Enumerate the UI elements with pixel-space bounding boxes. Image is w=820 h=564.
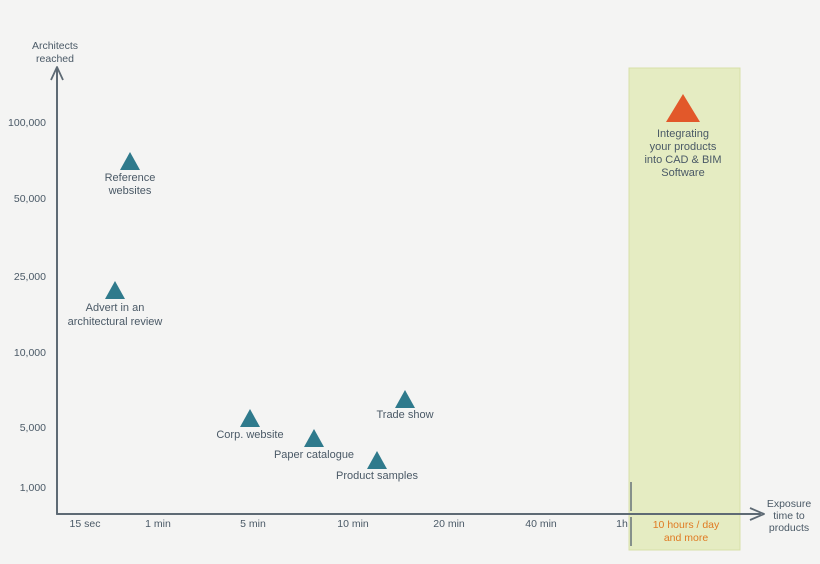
x-axis-title: Exposure time to products <box>767 498 812 534</box>
triangle-marker <box>240 409 260 427</box>
triangle-marker <box>395 390 415 408</box>
highlight-triangle-marker <box>666 94 700 122</box>
point-label: Product samples <box>336 470 418 482</box>
x-highlight-label: 10 hours / day and more <box>653 519 720 544</box>
y-tick-label: 10,000 <box>14 347 46 359</box>
y-axis-arrow <box>50 66 64 81</box>
x-tick-label: 15 sec <box>70 518 101 530</box>
x-tick-label: 20 min <box>433 518 465 530</box>
x-tick-label: 5 min <box>240 518 266 530</box>
point-label: Paper catalogue <box>274 449 354 461</box>
x-tick-label: 40 min <box>525 518 557 530</box>
triangle-marker <box>367 451 387 469</box>
point-label: Corp. website <box>216 429 283 441</box>
triangle-marker <box>304 429 324 447</box>
tick-layer: 100,000 50,000 25,000 10,000 5,000 1,000 15 se… <box>8 117 720 544</box>
y-axis-title: Architects reached <box>32 40 78 65</box>
triangle-marker <box>120 152 140 170</box>
y-tick-label: 25,000 <box>14 271 46 283</box>
y-tick-label: 100,000 <box>8 117 46 129</box>
y-tick-label: 5,000 <box>20 422 46 434</box>
x-axis-arrow <box>749 507 765 521</box>
x-tick-label: 1h <box>616 518 628 530</box>
highlight-band <box>628 67 741 551</box>
point-label: Reference websites <box>105 172 156 197</box>
point-label: Trade show <box>376 409 433 421</box>
x-tick-label: 10 min <box>337 518 369 530</box>
highlight-band-layer <box>628 67 741 551</box>
y-tick-label: 50,000 <box>14 193 46 205</box>
x-tick-label: 1 min <box>145 518 171 530</box>
marker-layer: Reference websites Advert in an architectur… <box>68 94 722 482</box>
point-label: Integrating your products into CAD & BIM So… <box>644 128 721 179</box>
y-tick-label: 1,000 <box>20 482 46 494</box>
triangle-marker <box>105 281 125 299</box>
point-label: Advert in an architectural review <box>68 302 163 328</box>
axis-layer: Architects reached Exposure time to products <box>32 40 811 546</box>
